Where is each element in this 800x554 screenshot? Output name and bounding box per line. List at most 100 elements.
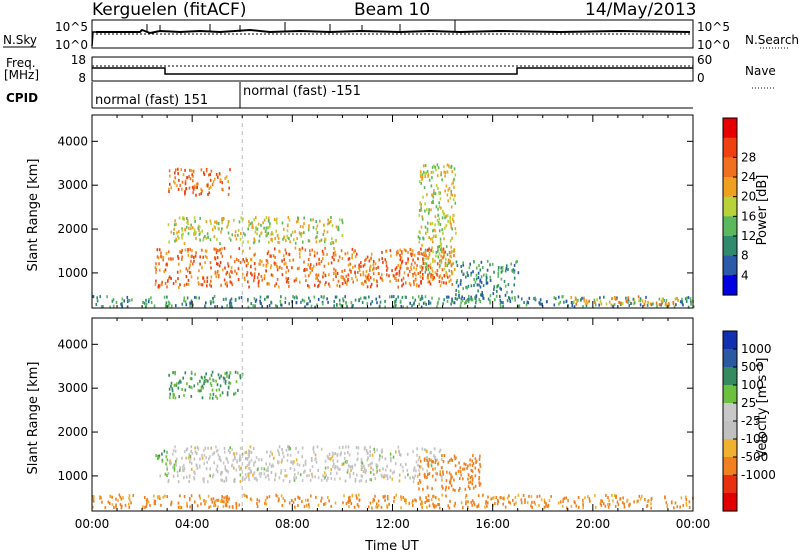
echo-cell <box>281 267 283 270</box>
echo-cell <box>581 296 583 300</box>
echo-cell <box>228 301 231 305</box>
echo-cell <box>485 278 488 282</box>
echo-cell <box>630 302 632 305</box>
echo-cell <box>432 260 434 264</box>
echo-cell <box>209 261 212 265</box>
echo-cell <box>203 173 206 176</box>
echo-cell <box>451 272 453 276</box>
echo-cell <box>358 498 361 502</box>
echo-cell <box>306 504 308 508</box>
echo-cell <box>307 239 310 243</box>
echo-cell <box>167 300 170 304</box>
echo-cell <box>435 234 437 238</box>
freq-tick-top: 18 <box>71 53 86 67</box>
echo-cell <box>479 300 482 303</box>
echo-cell <box>173 463 176 467</box>
echo-cell <box>393 499 395 503</box>
echo-cell <box>253 262 256 265</box>
echo-cell <box>174 396 177 400</box>
echo-cell <box>286 236 289 239</box>
echo-cell <box>157 256 160 260</box>
echo-cell <box>420 305 423 309</box>
echo-cell <box>192 303 194 307</box>
echo-cell <box>513 269 516 273</box>
echo-cell <box>126 305 129 309</box>
echo-cell <box>203 462 205 465</box>
echo-cell <box>602 502 605 506</box>
echo-cell <box>271 274 274 277</box>
echo-cell <box>677 299 679 302</box>
echo-cell <box>575 504 578 508</box>
echo-cell <box>328 221 331 225</box>
echo-cell <box>239 237 242 241</box>
echo-cell <box>480 260 483 264</box>
echo-cell <box>324 502 327 506</box>
echo-cell <box>216 248 218 252</box>
echo-cell <box>439 197 442 201</box>
echo-cell <box>430 498 433 502</box>
echo-cell <box>127 299 129 302</box>
echo-cell <box>431 165 434 169</box>
echo-cell <box>227 470 230 474</box>
echo-cell <box>444 174 446 178</box>
echo-cell <box>506 264 508 268</box>
echo-cell <box>469 458 471 462</box>
echo-cell <box>186 269 189 273</box>
echo-cell <box>291 230 294 234</box>
echo-cell <box>193 216 196 220</box>
echo-cell <box>449 261 451 265</box>
echo-cell <box>454 457 456 461</box>
echo-cell <box>333 304 335 308</box>
echo-cell <box>477 271 480 275</box>
echo-cell <box>301 246 304 250</box>
echo-cell <box>260 231 262 235</box>
echo-cell <box>467 500 469 504</box>
echo-cell <box>292 460 294 464</box>
echo-cell <box>418 213 421 217</box>
echo-cell <box>464 495 467 499</box>
echo-cell <box>299 473 302 477</box>
echo-cell <box>412 274 414 278</box>
echo-cell <box>336 471 338 475</box>
echo-cell <box>374 477 377 481</box>
echo-cell <box>613 303 616 307</box>
echo-cell <box>412 480 415 484</box>
echo-cell <box>308 285 311 289</box>
echo-cell <box>187 248 189 251</box>
echo-cell <box>211 452 214 456</box>
echo-cell <box>215 251 218 255</box>
echo-cell <box>523 301 525 304</box>
echo-cell <box>411 304 413 308</box>
echo-cell <box>422 276 424 280</box>
echo-cell <box>478 483 481 487</box>
echo-cell <box>431 246 433 250</box>
echo-cell <box>291 266 293 270</box>
echo-cell <box>410 252 412 256</box>
echo-cell <box>355 252 358 256</box>
echo-cell <box>363 464 365 468</box>
echo-cell <box>326 454 329 458</box>
echo-cell <box>236 371 239 375</box>
echo-cell <box>379 304 381 308</box>
echo-cell <box>414 278 417 282</box>
echo-cell <box>248 455 250 459</box>
echo-cell <box>452 220 455 224</box>
echo-cell <box>456 264 459 267</box>
echo-cell <box>437 462 439 466</box>
echo-cell <box>444 226 446 230</box>
echo-cell <box>287 445 289 449</box>
echo-cell <box>238 220 241 224</box>
echo-cell <box>360 464 363 468</box>
echo-cell <box>214 270 217 274</box>
echo-cell <box>224 266 226 270</box>
echo-cell <box>660 300 663 304</box>
echo-cell <box>433 454 435 458</box>
echo-cell <box>450 250 453 254</box>
echo-cell <box>275 229 277 233</box>
echo-cell <box>278 249 280 253</box>
echo-cell <box>190 370 193 374</box>
echo-cell <box>520 501 523 505</box>
echo-cell <box>219 248 221 252</box>
station-title: Kerguelen (fitACF) <box>92 0 247 20</box>
echo-cell <box>158 495 161 499</box>
